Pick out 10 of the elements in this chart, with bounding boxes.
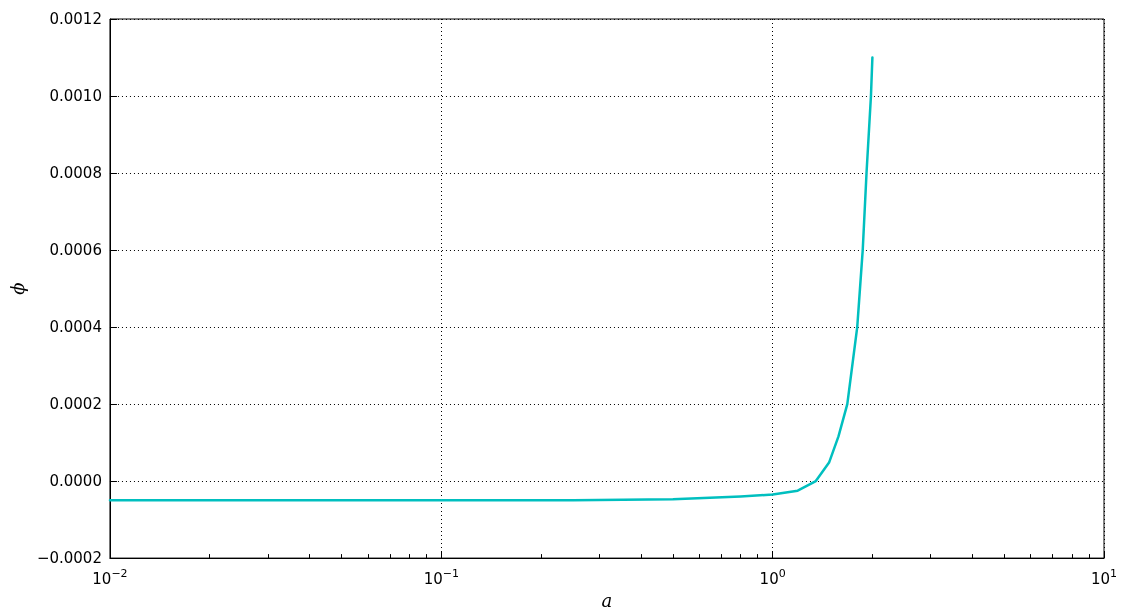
- y-tick-label: −0.0002: [36, 549, 102, 568]
- y-tick-label: 0.0002: [49, 395, 102, 414]
- y-tick-label: 0.0006: [49, 241, 102, 260]
- y-tick-label: 0.0004: [49, 318, 102, 337]
- y-tick-label: 0.0008: [49, 164, 102, 183]
- y-tick-label: 0.0010: [49, 87, 102, 106]
- y-tick-label: 0.0000: [49, 472, 102, 491]
- y-axis-title: ϕ: [6, 282, 28, 295]
- y-tick-label: 0.0012: [49, 10, 102, 28]
- x-axis-title: a: [601, 589, 613, 611]
